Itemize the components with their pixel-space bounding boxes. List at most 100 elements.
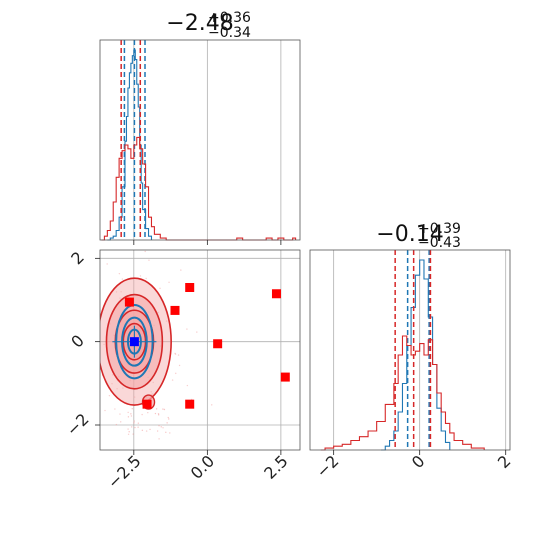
joint-sample-dot bbox=[103, 343, 105, 346]
joint-sample-dot bbox=[158, 438, 160, 440]
joint-sample-dot bbox=[133, 422, 135, 424]
joint-sample-dot bbox=[166, 422, 168, 424]
joint-sample-dot bbox=[139, 275, 142, 277]
joint-scatter-panel: −2.5 0.0 2.5 2 0 −2 bbox=[58, 205, 301, 492]
joint-sample-dot bbox=[160, 426, 162, 428]
marginal-x2-series-1-step bbox=[320, 335, 485, 451]
joint-sample-dot bbox=[130, 415, 133, 417]
joint-sample-dot bbox=[120, 291, 122, 293]
joint-sample-dot bbox=[118, 272, 121, 275]
marginal-x1-frame bbox=[99, 39, 301, 241]
joint-sample-dot bbox=[90, 232, 91, 233]
joint-sample-dot bbox=[77, 291, 78, 292]
joint-sample-dot bbox=[84, 378, 85, 379]
joint-sample-dot bbox=[154, 412, 157, 415]
joint-sample-dot bbox=[96, 296, 97, 297]
marginal-x1-title-sub: −0.34 bbox=[208, 25, 251, 41]
joint-sample-dot bbox=[147, 411, 149, 414]
joint-sample-dot bbox=[145, 430, 148, 432]
marginal-histogram-x2: −2 0 2 −0.14 +0.39 −0.43 bbox=[309, 221, 515, 482]
marginal-x1-title: −2.48 bbox=[166, 11, 233, 36]
joint-sample-dot bbox=[130, 426, 133, 428]
joint-sample-dot bbox=[93, 356, 94, 357]
marginal-x1-series-0-step bbox=[107, 49, 153, 241]
marginal-x1-title-main: −2.48 bbox=[166, 11, 233, 36]
marginal-x2-frame bbox=[309, 249, 511, 451]
joint-sample-dot bbox=[119, 297, 121, 299]
joint-sample-dot bbox=[115, 291, 118, 293]
joint-sample-dot bbox=[134, 426, 136, 429]
joint-sample-dot bbox=[127, 411, 129, 414]
marginal-x2-xtick-label: −2 bbox=[312, 451, 342, 481]
joint-sample-dot bbox=[196, 331, 198, 333]
joint-sample-dot bbox=[157, 414, 160, 416]
joint-sample-dot bbox=[139, 246, 140, 247]
joint-ytick-label: 2 bbox=[67, 248, 88, 269]
marginal-x2-xtick-label: 0 bbox=[408, 451, 429, 472]
joint-sample-dot bbox=[168, 418, 170, 420]
joint-sample-dot bbox=[182, 238, 183, 239]
joint-xtick-label: 2.5 bbox=[260, 451, 291, 482]
joint-sample-dot bbox=[108, 394, 111, 397]
joint-sample-dot bbox=[158, 425, 160, 427]
joint-red-marker bbox=[124, 297, 134, 307]
joint-sample-dot bbox=[133, 396, 136, 398]
joint-sample-dot bbox=[169, 432, 171, 434]
joint-sample-dot bbox=[69, 391, 70, 392]
joint-xtick-label: 0.0 bbox=[187, 451, 218, 482]
joint-sample-dot bbox=[128, 431, 130, 433]
joint-sample-dot bbox=[127, 433, 130, 435]
joint-sample-dot bbox=[175, 372, 177, 375]
marginal-histogram-x1: −2.48 +0.36 −0.34 bbox=[99, 10, 301, 245]
joint-sample-dot bbox=[131, 408, 133, 410]
joint-red-marker bbox=[271, 289, 281, 299]
joint-red-marker bbox=[185, 283, 195, 292]
joint-sample-dot bbox=[137, 426, 139, 428]
joint-sample-dot bbox=[130, 413, 132, 415]
joint-sample-dot bbox=[106, 263, 108, 265]
joint-sample-dot bbox=[78, 306, 79, 307]
joint-sample-dot bbox=[105, 237, 106, 238]
joint-sample-dot bbox=[186, 384, 189, 387]
joint-sample-dot bbox=[165, 431, 167, 433]
joint-sample-dot bbox=[98, 339, 99, 340]
joint-sample-dot bbox=[133, 420, 135, 422]
joint-sample-dot bbox=[92, 290, 93, 291]
joint-sample-dot bbox=[89, 286, 90, 287]
joint-sample-dot bbox=[102, 222, 103, 223]
joint-sample-dot bbox=[157, 413, 160, 415]
joint-sample-dot bbox=[156, 430, 159, 432]
joint-sample-dot bbox=[177, 354, 180, 356]
joint-sample-dot bbox=[178, 364, 181, 367]
joint-sample-dot bbox=[158, 214, 159, 215]
joint-sample-dot bbox=[155, 408, 158, 410]
joint-sample-dot bbox=[114, 408, 116, 410]
joint-sample-dot bbox=[120, 421, 122, 423]
joint-sample-dot bbox=[159, 205, 160, 206]
joint-sample-dot bbox=[150, 391, 152, 393]
marginal-x2-xtick-label: 2 bbox=[494, 451, 515, 472]
joint-sample-dot bbox=[112, 374, 114, 376]
joint-sample-dot bbox=[121, 278, 124, 280]
joint-sample-dot bbox=[98, 319, 99, 320]
joint-blue-point bbox=[129, 337, 139, 347]
joint-sample-dot bbox=[186, 328, 188, 330]
joint-sample-dot bbox=[94, 308, 95, 309]
joint-ytick-label: 0 bbox=[67, 331, 88, 352]
marginal-x1-series-1-step bbox=[101, 136, 297, 241]
joint-sample-dot bbox=[127, 428, 129, 430]
joint-sample-dot bbox=[211, 404, 213, 406]
joint-sample-dot bbox=[111, 383, 113, 385]
marginal-x1-title-sup: +0.36 bbox=[208, 10, 251, 26]
joint-sample-dot bbox=[58, 402, 59, 403]
joint-sample-dot bbox=[96, 412, 97, 413]
joint-sample-dot bbox=[127, 416, 130, 418]
joint-sample-dot bbox=[73, 403, 74, 404]
joint-sample-dot bbox=[122, 387, 124, 389]
joint-sample-dot bbox=[94, 338, 95, 339]
joint-sample-dot bbox=[144, 250, 146, 253]
joint-sample-dot bbox=[64, 314, 65, 315]
joint-sample-dot bbox=[119, 413, 121, 415]
joint-sample-dot bbox=[157, 311, 159, 314]
joint-sample-dot bbox=[104, 409, 106, 412]
